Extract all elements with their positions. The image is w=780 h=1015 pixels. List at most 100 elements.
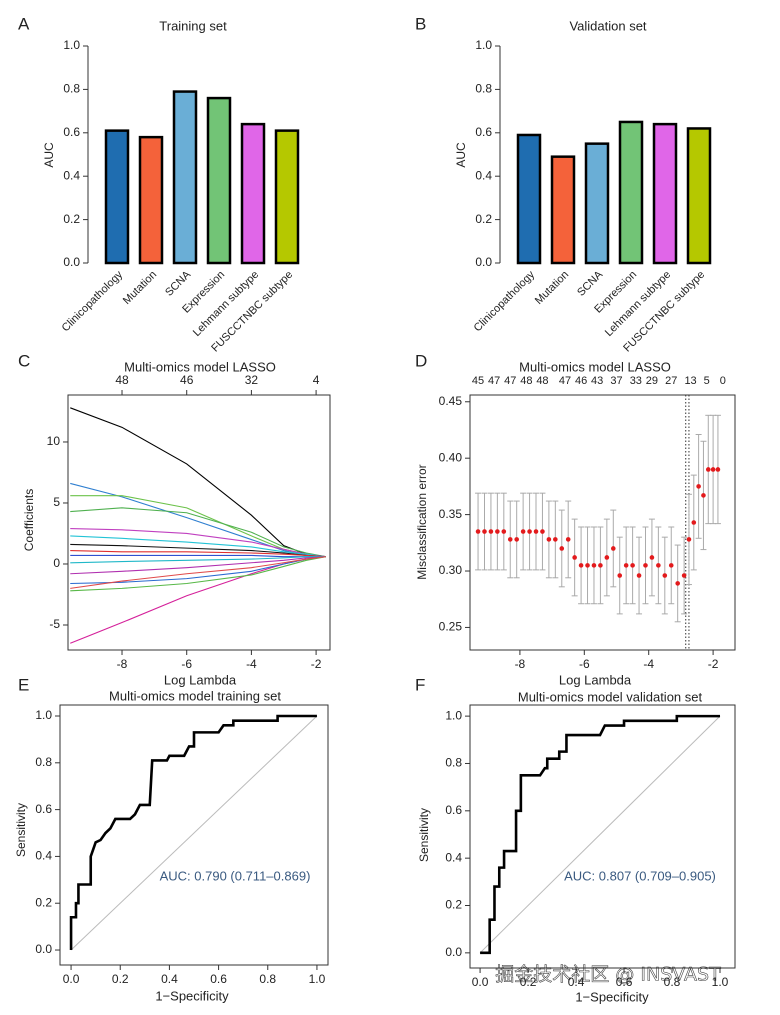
bar bbox=[206, 96, 232, 265]
x-tick-label: 0.2 bbox=[112, 972, 129, 986]
point bbox=[610, 546, 616, 551]
line bbox=[70, 407, 326, 558]
annotation: AUC: 0.807 (0.709–0.905) bbox=[564, 868, 716, 883]
point bbox=[527, 529, 532, 534]
point bbox=[649, 555, 655, 560]
x2-tick-label: 47 bbox=[559, 375, 571, 387]
x-tick-label: SCNA bbox=[575, 268, 606, 299]
x2-tick-label: 47 bbox=[488, 375, 500, 387]
y-tick-label: 1.0 bbox=[35, 708, 52, 722]
point bbox=[578, 563, 584, 568]
point bbox=[475, 529, 481, 534]
y-tick-label: 0.8 bbox=[63, 82, 80, 96]
y-tick-label: 0.8 bbox=[35, 755, 52, 769]
chart-title: Multi-omics model LASSO bbox=[124, 359, 276, 374]
y-tick-label: 0.0 bbox=[475, 255, 492, 269]
x2-tick-label: 45 bbox=[472, 375, 484, 387]
x2-tick-label: 33 bbox=[630, 375, 642, 387]
point bbox=[546, 537, 552, 542]
x-tick-label: 0.8 bbox=[259, 972, 276, 986]
x-tick-label: 0.4 bbox=[161, 972, 178, 986]
line bbox=[70, 556, 326, 575]
reference-diagonal bbox=[70, 715, 318, 951]
x-tick-label: SCNA bbox=[163, 268, 194, 299]
point bbox=[643, 563, 648, 568]
x-axis-label: Log Lambda bbox=[164, 672, 237, 687]
y-tick-label: 0.8 bbox=[445, 756, 462, 770]
x2-tick-label: 29 bbox=[646, 375, 658, 387]
point bbox=[488, 529, 494, 534]
point bbox=[675, 581, 680, 586]
chart-title: Validation set bbox=[569, 18, 646, 33]
point bbox=[572, 555, 577, 560]
point bbox=[691, 520, 697, 525]
point bbox=[482, 529, 487, 534]
x-tick-label: 0.6 bbox=[616, 975, 633, 989]
y-tick-label: 0.2 bbox=[445, 898, 462, 912]
line bbox=[70, 556, 326, 589]
x-tick-label: 0.8 bbox=[664, 975, 681, 989]
x2-tick-label: 46 bbox=[180, 373, 194, 387]
x2-tick-label: 47 bbox=[504, 375, 516, 387]
y-tick-label: 0.30 bbox=[439, 563, 463, 577]
y-tick-label: 0.8 bbox=[475, 82, 492, 96]
point bbox=[686, 537, 692, 542]
x-tick-label: -2 bbox=[311, 657, 322, 671]
x-tick-label: 0.6 bbox=[210, 972, 227, 986]
line bbox=[70, 550, 326, 558]
x-tick-label: -6 bbox=[579, 657, 590, 671]
plot-frame bbox=[469, 394, 736, 651]
x-axis-label: Log Lambda bbox=[559, 672, 632, 687]
y-tick-label: 0.6 bbox=[35, 802, 52, 816]
point bbox=[507, 537, 513, 542]
x-tick-label: Mutation bbox=[533, 269, 571, 307]
bar bbox=[274, 129, 300, 265]
x-tick-label: -8 bbox=[117, 657, 128, 671]
y-tick-label: 0.25 bbox=[439, 620, 463, 634]
point bbox=[585, 563, 590, 568]
y-tick-label: 0.4 bbox=[475, 168, 492, 182]
x-tick-label: -8 bbox=[515, 657, 526, 671]
y-tick-label: 0.6 bbox=[475, 125, 492, 139]
y-tick-label: 0.0 bbox=[445, 945, 462, 959]
point bbox=[710, 467, 716, 472]
x2-tick-label: 46 bbox=[575, 375, 587, 387]
chart-title: Multi-omics model LASSO bbox=[519, 359, 671, 374]
y-tick-label: 0.35 bbox=[439, 507, 463, 521]
x2-tick-label: 27 bbox=[665, 375, 677, 387]
x-tick-label: 1.0 bbox=[309, 972, 326, 986]
chart-title: Multi-omics model training set bbox=[109, 688, 281, 703]
y-tick-label: 1.0 bbox=[63, 38, 80, 52]
y-tick-label: -5 bbox=[49, 617, 60, 631]
y-tick-label: 0.40 bbox=[439, 450, 463, 464]
panel-label: F bbox=[415, 675, 425, 694]
x-tick-label: -6 bbox=[181, 657, 192, 671]
y-tick-label: 1.0 bbox=[445, 708, 462, 722]
y-tick-label: 1.0 bbox=[475, 38, 492, 52]
y-axis-label: AUC bbox=[42, 142, 56, 168]
point bbox=[636, 573, 642, 578]
bar bbox=[104, 129, 130, 265]
x2-tick-label: 0 bbox=[720, 375, 726, 387]
line bbox=[70, 507, 326, 558]
chart-title: Multi-omics model validation set bbox=[518, 689, 703, 704]
x-tick-label: 1.0 bbox=[712, 975, 729, 989]
panel-label: C bbox=[18, 351, 30, 370]
y-axis-label: Sensitivity bbox=[417, 808, 431, 862]
point bbox=[668, 563, 674, 568]
point bbox=[591, 563, 597, 568]
point bbox=[565, 537, 571, 542]
x-tick-label: -2 bbox=[708, 657, 719, 671]
point bbox=[701, 493, 706, 498]
panel-label: D bbox=[415, 351, 427, 370]
point bbox=[656, 563, 661, 568]
x-tick-label: 0.0 bbox=[63, 972, 80, 986]
y-tick-label: 0.0 bbox=[63, 255, 80, 269]
bar bbox=[584, 142, 610, 265]
point bbox=[514, 537, 519, 542]
y-axis-label: Misclassification error bbox=[415, 464, 429, 579]
x-tick-label: Clinicopathology bbox=[472, 268, 538, 334]
point bbox=[705, 467, 711, 472]
x2-tick-label: 37 bbox=[610, 375, 622, 387]
plot-frame bbox=[67, 394, 331, 651]
